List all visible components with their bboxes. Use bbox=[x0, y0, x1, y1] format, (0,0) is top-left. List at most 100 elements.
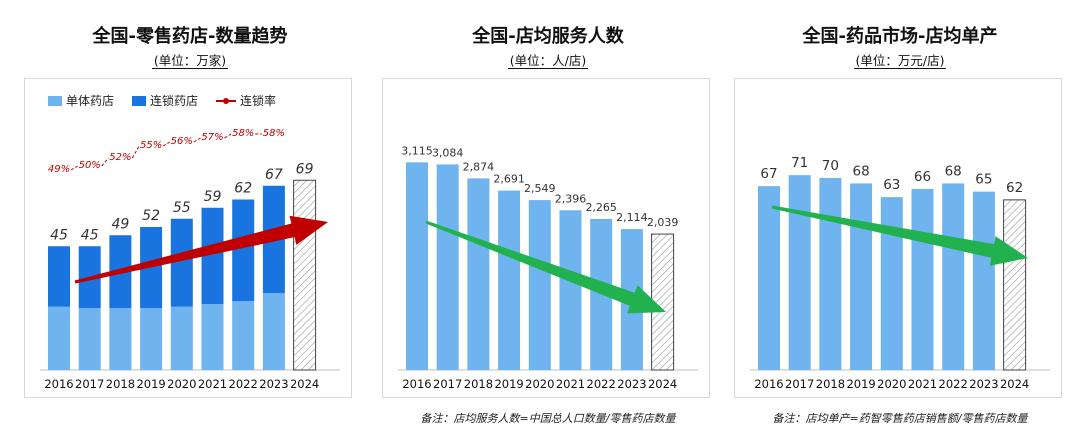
bar-chain bbox=[48, 246, 70, 307]
x-tick-label: 2022 bbox=[939, 377, 968, 391]
bar bbox=[528, 200, 551, 370]
rate-label: 57% bbox=[201, 132, 223, 143]
x-tick-label: 2016 bbox=[402, 377, 431, 391]
x-tick-label: 2020 bbox=[877, 377, 906, 391]
rate-label: 50% bbox=[79, 160, 101, 171]
bar-value-label: 2,549 bbox=[524, 182, 556, 195]
bar-value-label: 65 bbox=[975, 172, 992, 188]
legend: 单体药店 连锁药店 连锁率 bbox=[48, 92, 276, 109]
x-tick-label: 2018 bbox=[106, 377, 135, 391]
bar bbox=[467, 178, 490, 370]
rate-line-segment bbox=[193, 137, 201, 143]
x-tick-label: 2018 bbox=[816, 377, 845, 391]
x-tick-label: 2022 bbox=[229, 377, 258, 391]
x-tick-label: 2023 bbox=[617, 377, 646, 391]
bar-single bbox=[201, 304, 224, 370]
bar-chain bbox=[232, 199, 255, 302]
x-tick-label: 2018 bbox=[464, 377, 493, 391]
chart-note: 备注：店均单产=药智零售药店销售额/零售药店数量 bbox=[772, 412, 1028, 425]
bar bbox=[498, 190, 521, 370]
chart-panel-store-output: 全国-药品市场-店均单产 (单位：万元/店) 67 2016 71 2017 70 201… bbox=[730, 0, 1070, 434]
chart-subtitle: (单位：万家) bbox=[151, 53, 229, 69]
trend-arrow-up bbox=[74, 215, 328, 284]
bar-single bbox=[140, 308, 163, 370]
bar bbox=[559, 210, 582, 370]
rate-label: 52% bbox=[109, 152, 131, 163]
chart-title: 全国-零售药店-数量趋势 bbox=[92, 26, 288, 47]
rate-label: 58% bbox=[263, 128, 285, 139]
bar-value-label: 2,874 bbox=[463, 160, 495, 173]
bar-value-label: 2,691 bbox=[493, 173, 524, 186]
bar-chain bbox=[201, 207, 224, 304]
x-tick-label: 2021 bbox=[198, 377, 227, 391]
x-tick-label: 2023 bbox=[969, 377, 998, 391]
rate-label: 58% bbox=[232, 128, 254, 139]
rate-line-segment bbox=[101, 157, 109, 167]
x-tick-label: 2017 bbox=[433, 377, 462, 391]
x-tick-label: 2021 bbox=[908, 377, 937, 391]
bar-total-label: 45 bbox=[50, 227, 68, 243]
bar-value-label: 63 bbox=[883, 177, 900, 193]
bar bbox=[819, 177, 842, 370]
bar bbox=[850, 183, 873, 370]
chart-subtitle: (单位：人/店) bbox=[507, 53, 589, 69]
bar-total-label: 55 bbox=[173, 200, 191, 216]
bar-single bbox=[48, 306, 70, 370]
legend-label-rate: 连锁率 bbox=[240, 94, 277, 108]
bar bbox=[788, 175, 811, 370]
bar-single bbox=[262, 293, 285, 370]
x-tick-label: 2019 bbox=[846, 377, 875, 391]
legend-swatch-single bbox=[48, 95, 62, 106]
bar-total-label: 45 bbox=[81, 227, 99, 243]
bar-value-label: 3,084 bbox=[432, 146, 464, 159]
chart-title: 全国-店均服务人数 bbox=[472, 26, 624, 47]
bar-total-label: 62 bbox=[234, 181, 252, 197]
bar bbox=[880, 197, 903, 370]
bar-projected bbox=[293, 179, 317, 371]
bar-value-label: 68 bbox=[853, 163, 870, 179]
bar-value-label: 3,115 bbox=[401, 144, 433, 157]
bar bbox=[758, 186, 780, 370]
bar-value-label: 62 bbox=[1006, 180, 1023, 196]
bar-value-label: 68 bbox=[945, 163, 962, 179]
bar-total-label: 67 bbox=[265, 167, 283, 183]
trend-arrow-down bbox=[425, 220, 666, 314]
bar-single bbox=[170, 306, 193, 370]
bar-value-label: 71 bbox=[791, 155, 808, 171]
rate-label: 56% bbox=[171, 136, 193, 147]
bar bbox=[436, 164, 459, 370]
bar bbox=[406, 162, 428, 370]
trend-arrow-down bbox=[771, 205, 1028, 266]
legend-line-rate bbox=[216, 97, 237, 104]
store-count-chart: 45 2016 45 2017 49 2018 52 2019 55 2020 59 2021 62 20… bbox=[40, 128, 340, 391]
x-tick-label: 2023 bbox=[259, 377, 288, 391]
x-tick-label: 2024 bbox=[648, 377, 677, 391]
chart-note: 备注：店均服务人数=中国总人口数量/零售药店数量 bbox=[420, 412, 676, 425]
bar-total-label: 52 bbox=[142, 208, 160, 224]
chart-subtitle: (单位：万元/店) bbox=[853, 53, 947, 69]
bar-value-label: 2,265 bbox=[585, 201, 617, 214]
chart-panel-store-count: 全国-零售药店-数量趋势 (单位：万家) 单体药店 连锁药店 连锁率 45 201… bbox=[20, 0, 360, 434]
legend-label-single: 单体药店 bbox=[66, 94, 115, 108]
x-tick-label: 2024 bbox=[290, 377, 319, 391]
bar-single bbox=[78, 308, 101, 370]
bar-value-label: 2,039 bbox=[647, 216, 679, 229]
rate-line-segment bbox=[70, 165, 78, 171]
bar-chain bbox=[140, 227, 163, 309]
x-tick-label: 2019 bbox=[136, 377, 165, 391]
x-tick-label: 2016 bbox=[754, 377, 783, 391]
rate-line-segment bbox=[224, 133, 232, 139]
service-population-chart: 3,115 2016 3,084 2017 2,874 2018 2,691 2019 2,54… bbox=[398, 144, 698, 391]
bar-value-label: 2,114 bbox=[616, 211, 648, 224]
x-tick-label: 2017 bbox=[75, 377, 104, 391]
x-tick-label: 2016 bbox=[44, 377, 73, 391]
bar-single bbox=[109, 308, 132, 370]
bar-total-label: 69 bbox=[296, 161, 314, 177]
bar bbox=[590, 219, 613, 370]
bar bbox=[942, 183, 965, 370]
bar-total-label: 59 bbox=[204, 189, 222, 205]
bar-value-label: 66 bbox=[914, 169, 931, 185]
chart-title: 全国-药品市场-店均单产 bbox=[802, 26, 998, 47]
bar-projected bbox=[1003, 199, 1027, 371]
legend-label-chain: 连锁药店 bbox=[150, 94, 199, 108]
